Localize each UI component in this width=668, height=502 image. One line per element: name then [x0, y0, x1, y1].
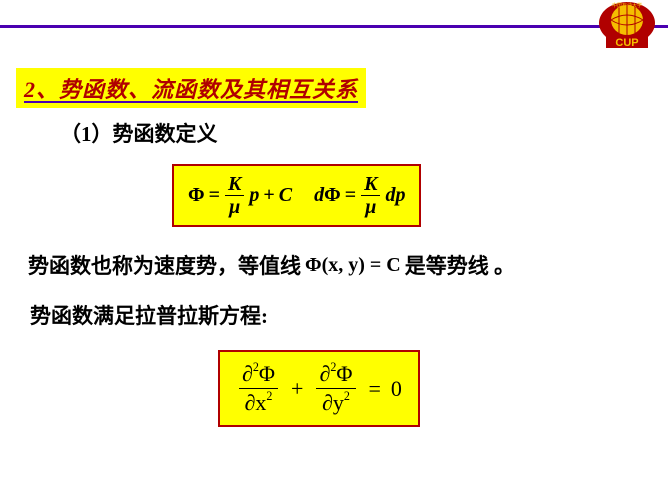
zero: 0 [391, 376, 402, 402]
text1-b: 是等势线 。 [405, 250, 515, 280]
svg-text:中国石油大学: 中国石油大学 [612, 2, 642, 9]
text-line-2: 势函数满足拉普拉斯方程: [30, 300, 268, 330]
eq1-left: Φ = K μ p + C [188, 174, 292, 217]
laplace-term-x: ∂2Φ ∂x2 [236, 362, 281, 415]
plus-sign: + [291, 376, 303, 402]
text1-a: 势函数也称为速度势，等值线 [28, 250, 301, 280]
section-title-box: 2、势函数、流函数及其相互关系 [16, 68, 366, 108]
subsection-title: （1）势函数定义 [60, 118, 218, 148]
divider-line [0, 25, 668, 28]
laplace-term-y: ∂2Φ ∂y2 [313, 362, 358, 415]
equation-box-1: Φ = K μ p + C dΦ = K μ dp [172, 164, 421, 227]
text-line-1: 势函数也称为速度势，等值线 Φ(x, y) = C 是等势线 。 [28, 250, 515, 280]
equals-sign: = [368, 376, 380, 402]
text1-math: Φ(x, y) = C [305, 254, 401, 277]
svg-text:CUP: CUP [615, 37, 638, 49]
section-title: 2、势函数、流函数及其相互关系 [24, 77, 358, 102]
cup-logo: CUP 中国石油大学 [596, 0, 658, 50]
equation-box-2: ∂2Φ ∂x2 + ∂2Φ ∂y2 = 0 [218, 350, 420, 427]
eq1-right: dΦ = K μ dp [314, 174, 405, 217]
